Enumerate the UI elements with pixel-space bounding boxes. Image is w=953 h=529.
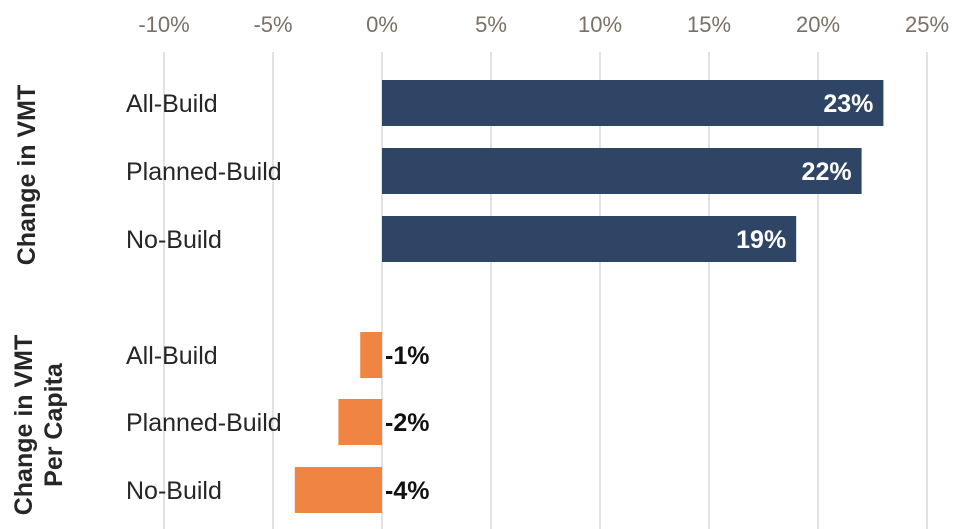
category-labels: All-Build Planned-Build No-Build All-Build P…	[126, 90, 282, 505]
bar	[294, 467, 382, 513]
x-tick-label: 10%	[578, 12, 622, 37]
bar	[382, 148, 862, 194]
category-label: Planned-Build	[126, 409, 282, 437]
x-tick-label: 20%	[796, 12, 840, 37]
gridlines	[163, 52, 928, 529]
data-label: 22%	[802, 158, 852, 186]
category-label: All-Build	[126, 90, 218, 118]
category-label: Planned-Build	[126, 158, 282, 186]
x-tick-label: 0%	[366, 12, 398, 37]
data-label: -4%	[385, 477, 429, 505]
bar	[382, 80, 884, 126]
group-label-change-in-vmt-per-capita: Change in VMTPer Capita	[10, 335, 68, 516]
data-label: -1%	[385, 342, 429, 370]
data-label: -2%	[385, 409, 429, 437]
bar	[382, 216, 797, 262]
group-label-change-in-vmt: Change in VMT	[13, 85, 41, 266]
x-tick-label: -5%	[253, 12, 292, 37]
bars	[294, 80, 884, 513]
x-tick-label: 5%	[475, 12, 507, 37]
x-tick-label: 25%	[905, 12, 949, 37]
x-axis-tick-labels: -10% -5% 0% 5% 10% 15% 20% 25%	[138, 12, 949, 37]
data-labels: 23% 22% 19% -1% -2% -4%	[385, 90, 873, 505]
x-tick-label: 15%	[687, 12, 731, 37]
group-label-line: Change in VMT	[10, 335, 38, 516]
group-label-line: Per Capita	[40, 362, 68, 487]
category-label: No-Build	[126, 477, 222, 505]
category-label: No-Build	[126, 226, 222, 254]
x-tick-label: -10%	[138, 12, 189, 37]
bar	[360, 332, 382, 378]
data-label: 23%	[823, 90, 873, 118]
category-label: All-Build	[126, 342, 218, 370]
data-label: 19%	[736, 226, 786, 254]
bar	[338, 399, 382, 445]
